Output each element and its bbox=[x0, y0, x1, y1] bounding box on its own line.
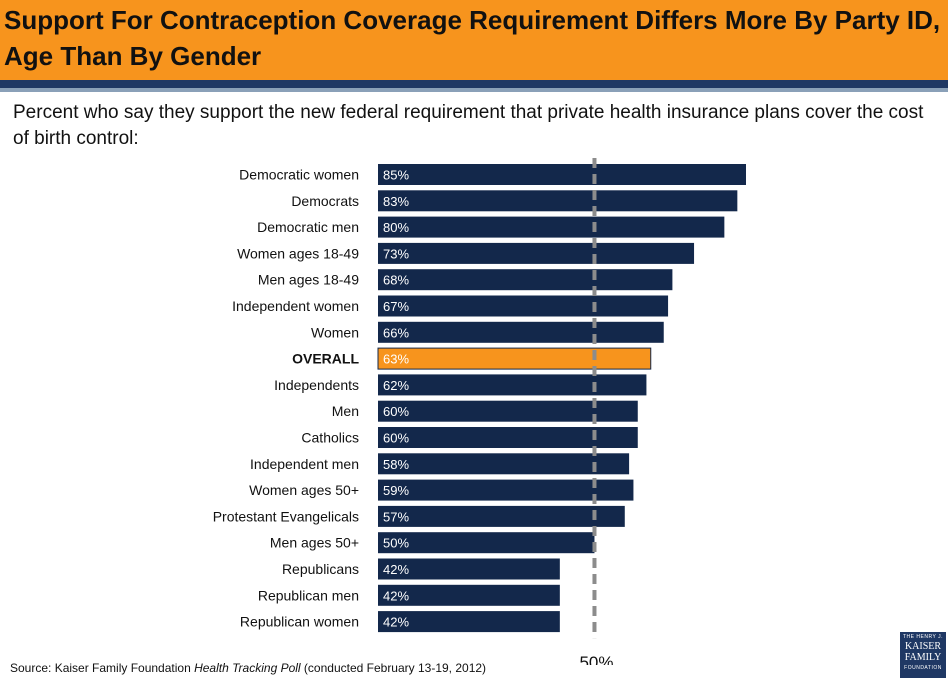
data-label-democratic-women: 85% bbox=[383, 168, 409, 183]
bar-men-ages-50 bbox=[378, 532, 595, 554]
category-label-men: Men bbox=[332, 403, 359, 419]
bar-republican-men bbox=[378, 584, 560, 606]
bar-men-ages-18-49 bbox=[378, 269, 673, 291]
data-label-republican-men: 42% bbox=[383, 588, 409, 603]
bar-democratic-women bbox=[378, 164, 746, 185]
data-label-independent-men: 58% bbox=[383, 457, 409, 472]
data-label-independent-women: 67% bbox=[383, 299, 409, 314]
bar-republicans bbox=[378, 558, 560, 580]
bar-democrats bbox=[378, 190, 738, 212]
kff-logo: THE HENRY J. KAISER FAMILY FOUNDATION bbox=[900, 632, 946, 678]
data-label-democrats: 83% bbox=[383, 194, 409, 209]
category-label-men-ages-50: Men ages 50+ bbox=[270, 535, 359, 551]
header-rule bbox=[0, 80, 948, 88]
bar-independent-women bbox=[378, 295, 669, 317]
source-note: Source: Kaiser Family Foundation Health … bbox=[10, 661, 487, 675]
data-label-women-ages-18-49: 73% bbox=[383, 246, 409, 261]
data-label-women: 66% bbox=[383, 325, 409, 340]
data-label-overall: 63% bbox=[383, 352, 409, 367]
bar-independents bbox=[378, 374, 647, 396]
category-label-republican-women: Republican women bbox=[240, 614, 359, 630]
bar-women-ages-18-49 bbox=[378, 242, 695, 264]
category-label-democrats: Democrats bbox=[291, 193, 359, 209]
data-label-men-ages-18-49: 68% bbox=[383, 273, 409, 288]
data-label-men-ages-50: 50% bbox=[383, 536, 409, 551]
category-label-independents: Independents bbox=[274, 377, 359, 393]
bar-republican-women bbox=[378, 611, 560, 633]
category-label-republicans: Republicans bbox=[282, 561, 359, 577]
category-label-women-ages-18-49: Women ages 18-49 bbox=[237, 245, 359, 261]
category-label-catholics: Catholics bbox=[301, 430, 359, 446]
data-label-republican-women: 42% bbox=[383, 615, 409, 630]
bar-men bbox=[378, 400, 638, 422]
category-label-women-ages-50: Women ages 50+ bbox=[249, 482, 359, 498]
reference-line-label: 50% bbox=[579, 653, 613, 665]
category-label-democratic-women: Democratic women bbox=[239, 167, 359, 183]
chart-subtitle: Percent who say they support the new fed… bbox=[13, 102, 924, 149]
category-label-protestant-evangelicals: Protestant Evangelicals bbox=[213, 508, 359, 524]
data-label-men: 60% bbox=[383, 404, 409, 419]
bar-catholics bbox=[378, 427, 638, 448]
bar-chart: Democratic women 85% Democrats 83% Democrati… bbox=[213, 158, 746, 665]
bar-overall bbox=[377, 347, 652, 370]
data-label-protestant-evangelicals: 57% bbox=[383, 509, 409, 524]
header-rule-secondary bbox=[0, 88, 948, 92]
bar-protestant-evangelicals bbox=[378, 505, 625, 527]
chart-title: Support For Contraception Coverage Requi… bbox=[4, 5, 941, 71]
category-label-independent-men: Independent men bbox=[250, 456, 359, 472]
category-label-overall: OVERALL bbox=[292, 351, 359, 367]
category-label-women: Women bbox=[311, 324, 359, 340]
data-label-women-ages-50: 59% bbox=[383, 483, 409, 498]
bar-women-ages-50 bbox=[378, 479, 634, 501]
title-band: Support For Contraception Coverage Requi… bbox=[0, 0, 948, 80]
data-label-catholics: 60% bbox=[383, 431, 409, 446]
data-label-democratic-men: 80% bbox=[383, 220, 409, 235]
category-label-democratic-men: Democratic men bbox=[257, 219, 359, 235]
data-label-republicans: 42% bbox=[383, 562, 409, 577]
category-label-independent-women: Independent women bbox=[232, 298, 359, 314]
bar-independent-men bbox=[378, 453, 630, 475]
category-label-republican-men: Republican men bbox=[258, 587, 359, 603]
category-label-men-ages-18-49: Men ages 18-49 bbox=[258, 272, 359, 288]
bar-women bbox=[378, 321, 664, 343]
bar-democratic-men bbox=[378, 216, 725, 238]
data-label-independents: 62% bbox=[383, 378, 409, 393]
